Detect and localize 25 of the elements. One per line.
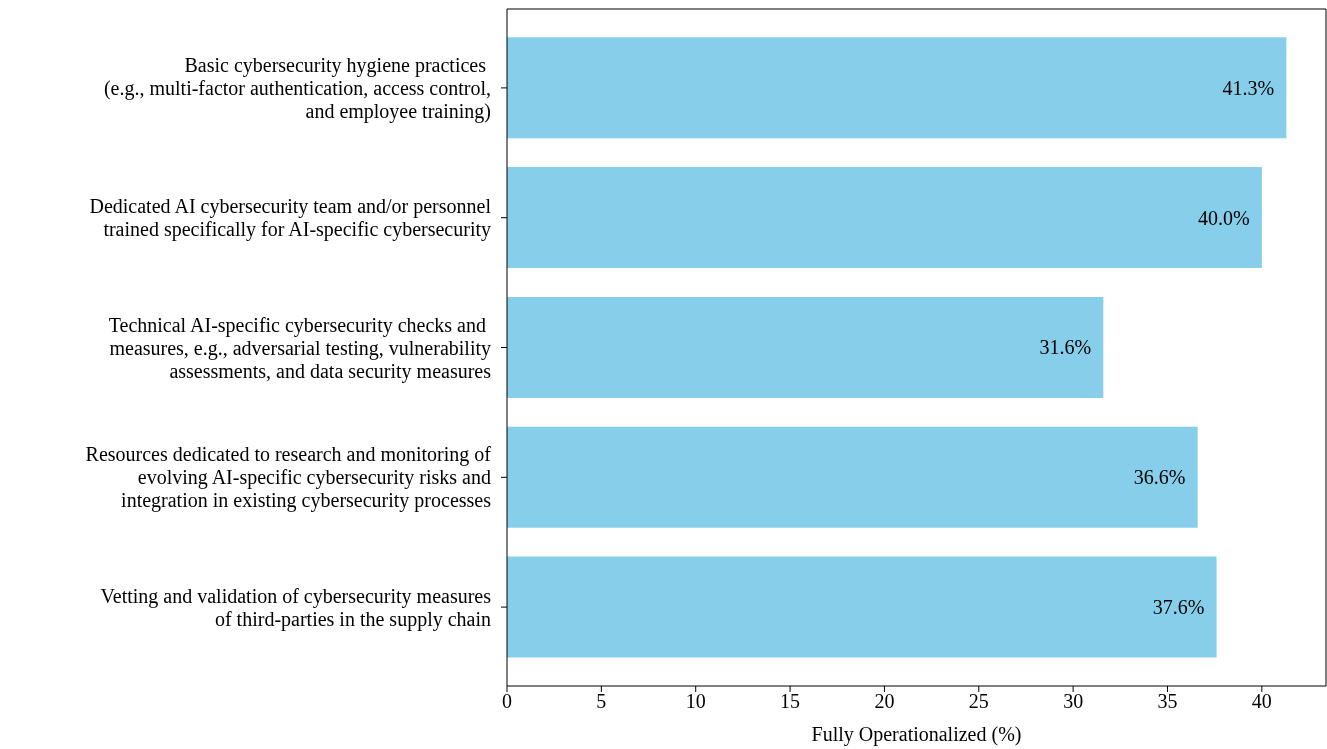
x-tick-label: 5 bbox=[596, 690, 607, 713]
bar bbox=[507, 556, 1217, 658]
x-tick-label: 0 bbox=[502, 690, 512, 713]
data-label: 31.6% bbox=[1039, 336, 1092, 359]
y-tick-label: Vetting and validation of cybersecurity measures of third-parties in the supply chain bbox=[100, 584, 492, 631]
x-tick-label: 35 bbox=[1157, 690, 1178, 713]
x-tick-label: 15 bbox=[780, 690, 801, 713]
data-label: 37.6% bbox=[1152, 595, 1205, 618]
y-tick-label: Basic cybersecurity hygiene practices (e.g., multi-factor authentication, access control, and employee training) bbox=[103, 53, 491, 123]
data-label: 41.3% bbox=[1222, 76, 1275, 99]
data-label: 40.0% bbox=[1198, 206, 1250, 229]
bar bbox=[507, 426, 1198, 528]
y-tick-label: Dedicated AI cybersecurity team and/or personnel trained specifically for AI-specific cybersecurity bbox=[89, 195, 492, 242]
x-axis-title: Fully Operationalized (%) bbox=[811, 723, 1022, 746]
y-tick-label: Resources dedicated to research and monitoring of evolving AI-specific cybersecurity risks and integration in existing cybersecurity processes bbox=[85, 443, 492, 513]
bar bbox=[507, 37, 1287, 139]
x-tick-label: 10 bbox=[685, 690, 706, 713]
bar bbox=[507, 167, 1262, 269]
x-tick-label: 30 bbox=[1063, 690, 1084, 713]
y-tick-label: Technical AI-specific cybersecurity checks and measures, e.g., adversarial testing, vulnerability assessments, and data security measures bbox=[108, 313, 492, 383]
x-tick-label: 25 bbox=[968, 690, 989, 713]
x-tick-label: 40 bbox=[1251, 690, 1272, 713]
bar bbox=[507, 296, 1104, 398]
data-label: 36.6% bbox=[1133, 466, 1186, 489]
x-tick-label: 20 bbox=[874, 690, 895, 713]
